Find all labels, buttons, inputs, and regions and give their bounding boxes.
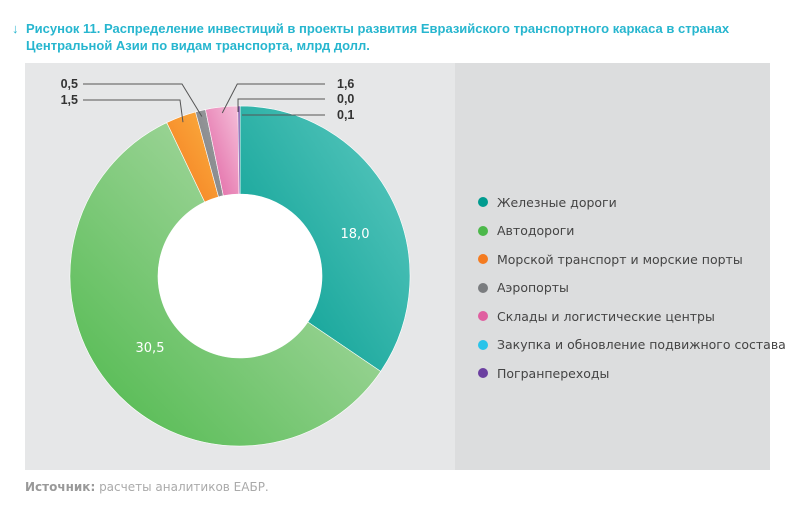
legend-label: Автодороги [497,223,575,239]
data-label: 1,6 [337,77,354,91]
data-label: 0,0 [337,92,354,106]
legend-label: Морской транспорт и морские порты [497,251,743,267]
data-label: 18,0 [341,227,370,242]
data-label: 0,1 [337,108,354,122]
legend-dot-icon [478,254,488,265]
legend-item: Погранпереходы [478,359,786,388]
legend-item: Аэропорты [478,274,786,303]
data-label: 30,5 [136,341,165,356]
legend-label: Погранпереходы [497,365,610,381]
legend-item: Склады и логистические центры [478,302,786,331]
legend-item: Закупка и обновление подвижного состава [478,331,786,360]
legend-dot-icon [478,339,488,350]
legend-label: Склады и логистические центры [497,308,715,324]
legend-item: Морской транспорт и морские порты [478,245,786,274]
legend-label: Железные дороги [497,194,617,210]
legend-label: Закупка и обновление подвижного состава [497,337,786,353]
leader-line [221,83,325,114]
data-label: 1,5 [61,93,78,107]
legend-dot-icon [478,368,488,379]
legend-item: Автодороги [478,217,786,246]
legend-dot-icon [478,225,488,236]
donut-hole [158,194,322,358]
leader-line [83,99,184,123]
legend-dot-icon [478,311,488,322]
arrow-down-icon: ↓ [12,21,19,36]
legend-dot-icon [478,282,488,293]
legend: Железные дороги Автодороги Морской транспо… [478,188,786,388]
chart-title: ↓ Рисунок 11. Распределение инвестиций в… [12,21,730,53]
legend-label: Аэропорты [497,280,569,296]
leader-line [237,98,325,113]
leader-line [83,83,203,117]
legend-dot-icon [478,197,488,208]
legend-item: Железные дороги [478,188,786,217]
legend-panel [455,63,770,470]
data-label: 0,5 [61,77,78,91]
source-note: Источник: расчеты аналитиков ЕАБР. [25,480,269,494]
